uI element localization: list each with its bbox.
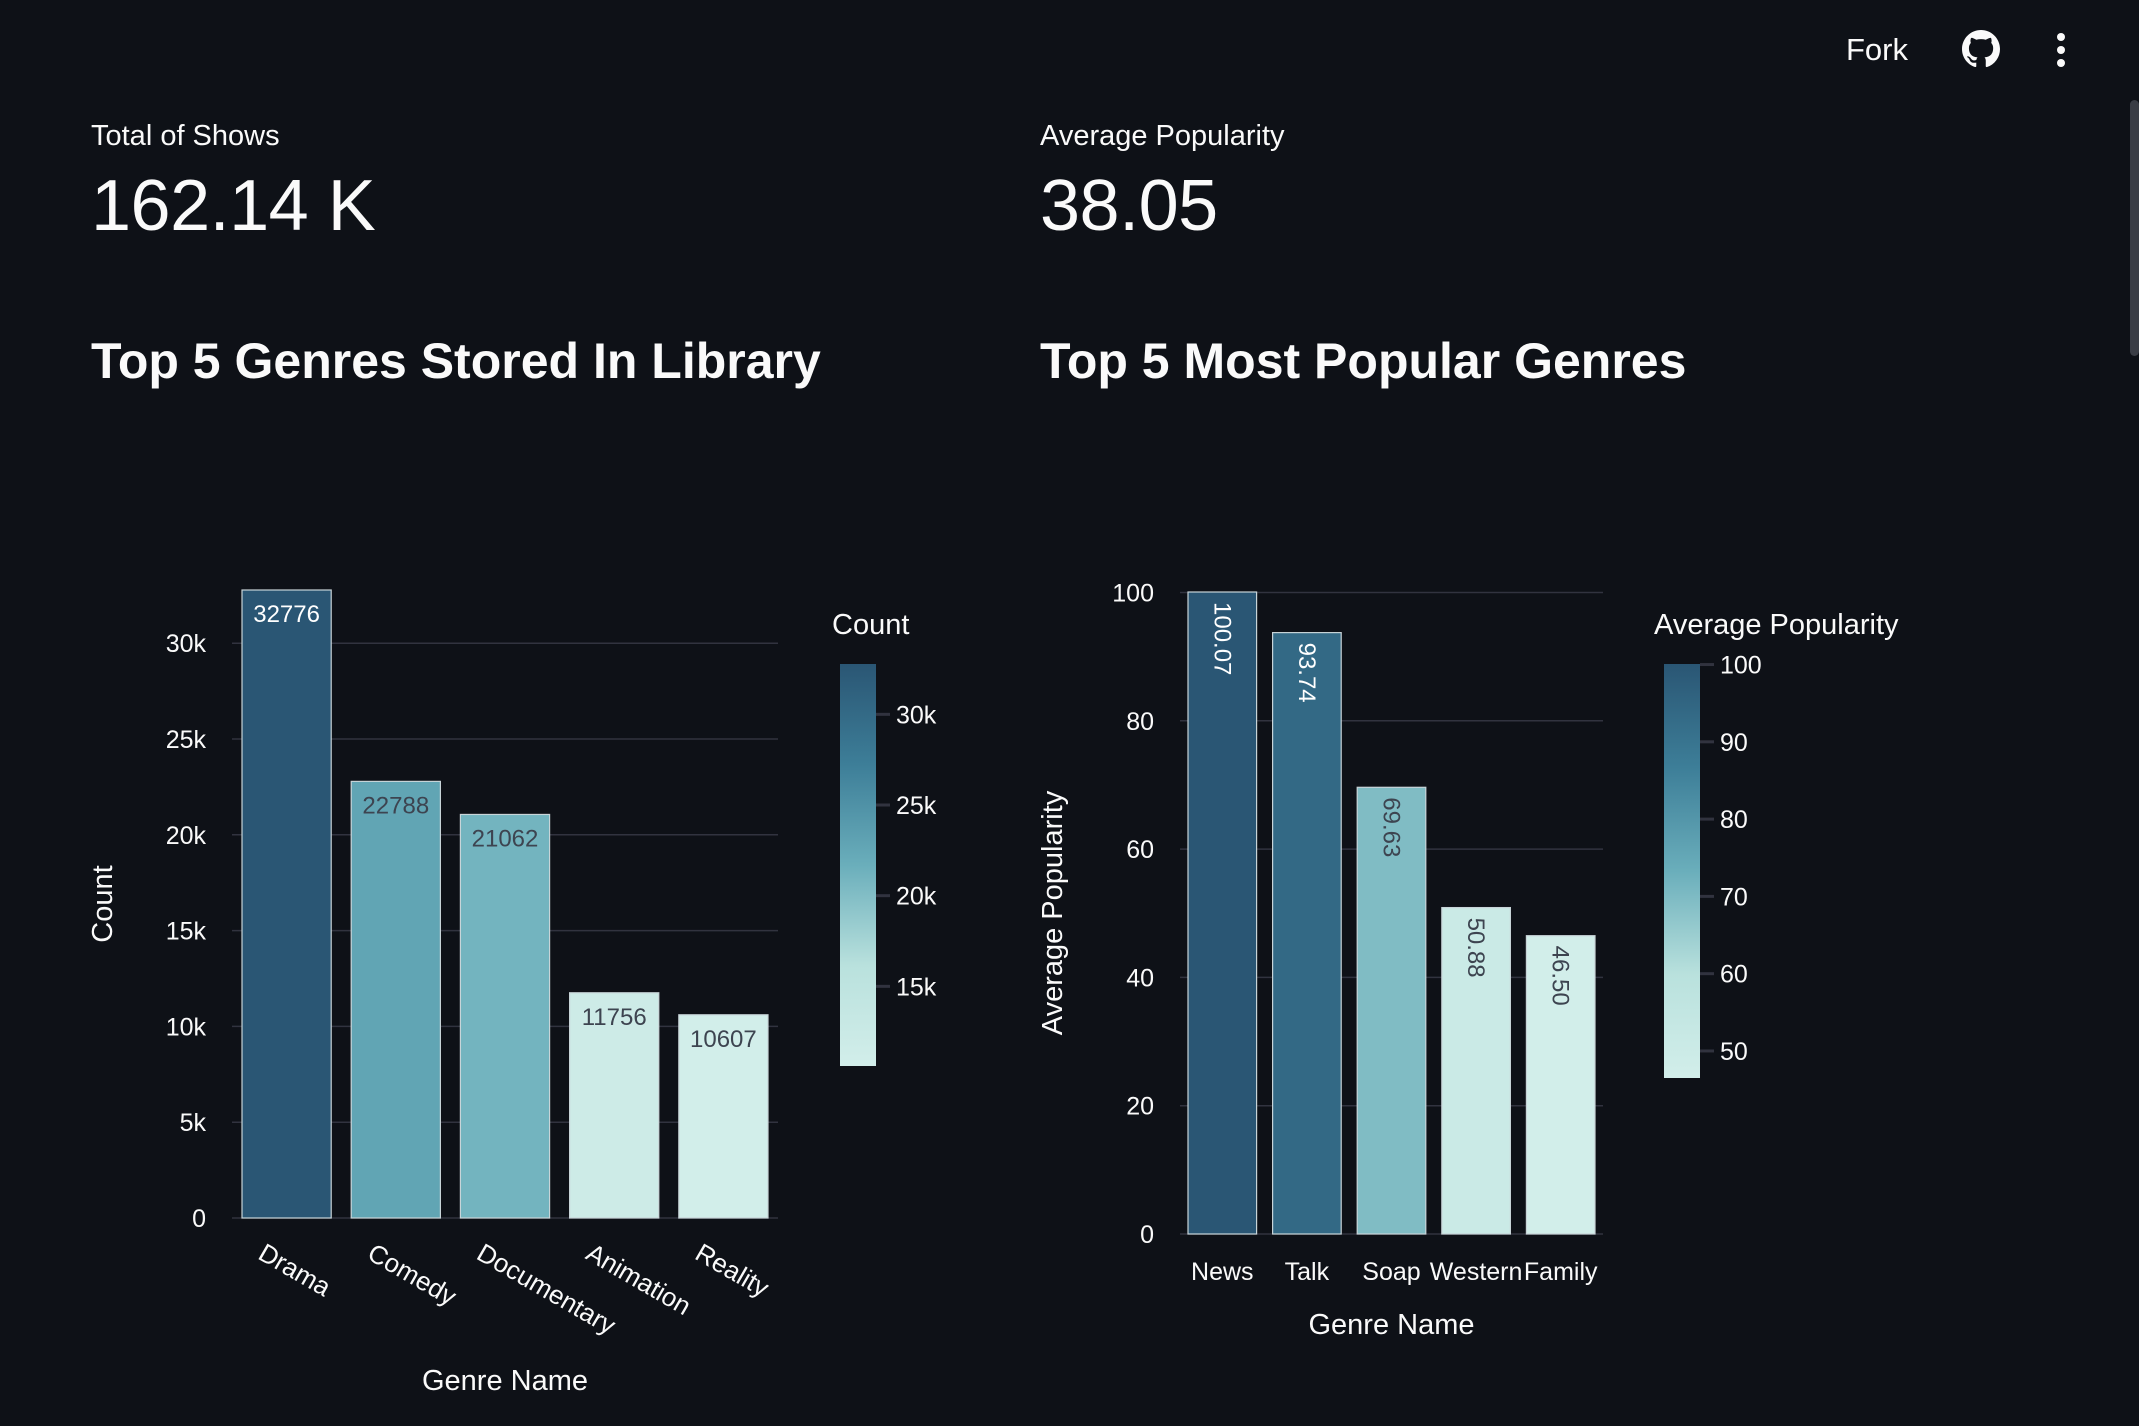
y-tick-label: 10k: [166, 1013, 207, 1041]
x-tick-label: Family: [1524, 1258, 1598, 1286]
colorbar: [1664, 664, 1700, 1078]
bar: [1356, 786, 1427, 1235]
colorbar-tick-label: 100: [1720, 652, 1762, 680]
x-tick-label: Comedy: [363, 1237, 462, 1311]
metric-total-shows: Total of Shows 162.14 K: [91, 120, 376, 247]
y-tick-label: 0: [1140, 1221, 1154, 1249]
colorbar-tick-label: 50: [1720, 1038, 1748, 1066]
fork-button[interactable]: Fork: [1846, 32, 1908, 67]
x-tick-label: Western: [1430, 1258, 1523, 1286]
metric-value: 162.14 K: [91, 166, 376, 246]
y-tick-label: 25k: [166, 726, 207, 754]
colorbar-tick-label: 15k: [896, 973, 937, 1001]
colorbar-title: Average Popularity: [1654, 609, 1899, 641]
bar-value-label: 10607: [690, 1026, 757, 1053]
chart-heading-genres-stored: Top 5 Genres Stored In Library: [91, 333, 821, 389]
y-tick-label: 100: [1112, 579, 1154, 607]
y-tick-label: 30k: [166, 630, 207, 658]
colorbar: [840, 664, 876, 1066]
bar-chart-genre-popularity[interactable]: 0 20 40 60 80 100 100.07 News 93.74 Talk 69.63 Soap…: [1000, 0, 2100, 1426]
colorbar-tick-label: 60: [1720, 961, 1748, 989]
y-tick-label: 60: [1126, 836, 1154, 864]
x-axis-title: Genre Name: [422, 1365, 588, 1397]
colorbar-tick-label: 30k: [896, 701, 937, 729]
colorbar-tick-label: 25k: [896, 792, 937, 820]
metric-label: Total of Shows: [91, 120, 280, 152]
app-toolbar: Fork: [0, 0, 2139, 100]
colorbar-tick-label: 80: [1720, 806, 1748, 834]
bar: [678, 1014, 769, 1219]
y-tick-label: 5k: [180, 1109, 207, 1137]
x-tick-label: Talk: [1285, 1258, 1330, 1286]
more-vert-icon[interactable]: [2042, 30, 2080, 70]
scrollbar[interactable]: [2130, 100, 2139, 356]
bar-value-label: 22788: [362, 792, 429, 819]
x-tick-label: Reality: [690, 1237, 774, 1303]
y-tick-label: 80: [1126, 708, 1154, 736]
y-tick-label: 15k: [166, 918, 207, 946]
x-axis-title: Genre Name: [1308, 1309, 1474, 1341]
chart-heading-popular-genres: Top 5 Most Popular Genres: [1040, 333, 1687, 389]
bar-value-label: 100.07: [1208, 602, 1235, 675]
bar-value-label: 32776: [253, 601, 320, 628]
bar: [459, 813, 551, 1219]
y-tick-label: 0: [192, 1205, 206, 1233]
x-tick-label: Soap: [1362, 1258, 1420, 1286]
metric-label: Average Popularity: [1040, 120, 1285, 152]
x-tick-label: News: [1191, 1258, 1254, 1286]
y-axis-title: Count: [87, 865, 119, 942]
colorbar-title: Count: [832, 609, 909, 641]
y-tick-label: 20: [1126, 1093, 1154, 1121]
bar: [568, 992, 660, 1219]
bar-value-label: 93.74: [1293, 643, 1320, 703]
colorbar-tick-label: 20k: [896, 883, 937, 911]
bar: [1525, 935, 1596, 1235]
metric-value: 38.05: [1040, 166, 1218, 246]
bar: [1441, 906, 1511, 1235]
bar: [1272, 632, 1342, 1235]
x-tick-label: Drama: [254, 1237, 337, 1302]
bar-value-label: 46.50: [1547, 946, 1574, 1006]
bar-value-label: 11756: [582, 1004, 647, 1031]
y-axis-title: Average Popularity: [1037, 790, 1069, 1035]
bar: [241, 589, 332, 1219]
github-icon[interactable]: [1962, 30, 2000, 68]
y-tick-label: 40: [1126, 964, 1154, 992]
bar: [1187, 591, 1258, 1235]
colorbar-tick-label: 90: [1720, 729, 1748, 757]
metric-average-popularity: Average Popularity 38.05: [1040, 120, 1285, 247]
bar-chart-genre-count[interactable]: 0 5k 10k 15k 20k 25k 30k 32776 Drama 22788 Comedy 2…: [0, 0, 1060, 1426]
bar-value-label: 69.63: [1378, 797, 1405, 857]
bar-value-label: 21062: [472, 825, 539, 852]
colorbar-tick-label: 70: [1720, 883, 1748, 911]
bar-value-label: 50.88: [1462, 918, 1489, 978]
y-tick-label: 20k: [166, 822, 207, 850]
bar: [350, 780, 442, 1219]
